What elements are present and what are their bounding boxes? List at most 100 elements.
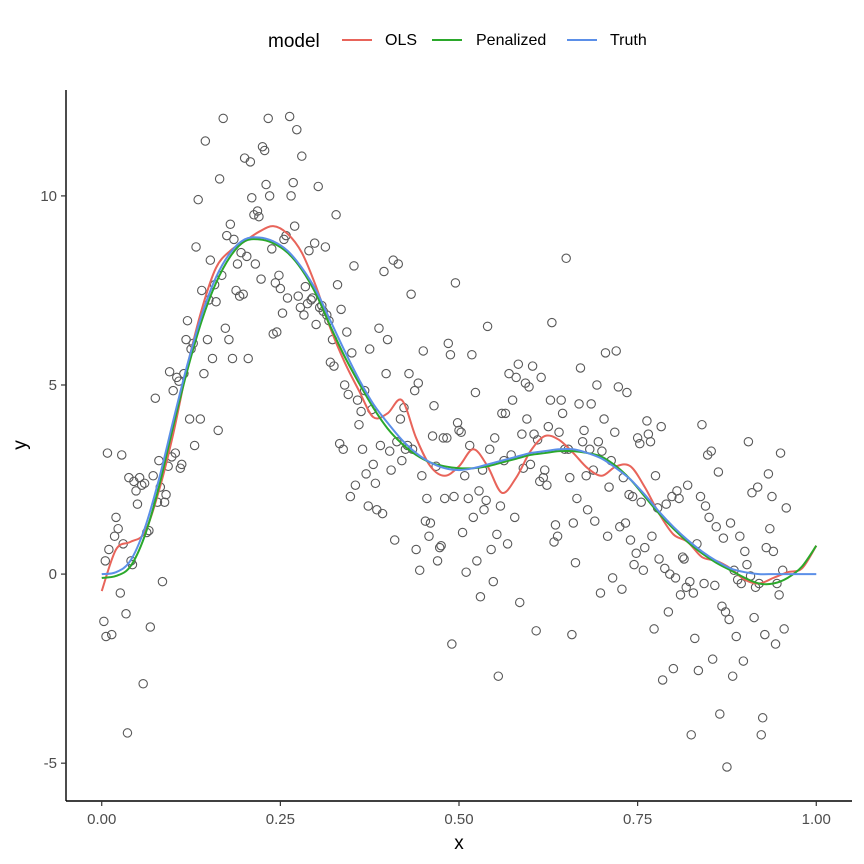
data-point xyxy=(417,471,427,481)
data-point xyxy=(222,230,232,241)
legend: model OLS Penalized Truth xyxy=(268,31,647,52)
data-point xyxy=(597,446,607,456)
data-point xyxy=(511,372,521,383)
data-point xyxy=(102,448,113,458)
data-point xyxy=(332,280,343,290)
data-point xyxy=(145,622,156,632)
data-point xyxy=(272,327,282,337)
data-point xyxy=(286,191,296,201)
data-point xyxy=(429,401,439,411)
data-point xyxy=(604,482,614,492)
data-point xyxy=(406,289,416,299)
data-point xyxy=(250,259,261,269)
x-tick-label: 0.25 xyxy=(266,811,295,828)
data-point xyxy=(489,433,500,443)
data-point xyxy=(697,419,707,430)
data-point xyxy=(113,523,123,534)
data-point xyxy=(205,255,216,265)
data-point xyxy=(767,491,777,502)
data-point xyxy=(470,387,481,398)
data-point xyxy=(238,289,248,299)
data-point xyxy=(774,590,784,600)
data-point xyxy=(674,493,684,504)
data-point xyxy=(404,368,414,379)
data-point xyxy=(590,516,600,526)
data-point xyxy=(752,482,763,492)
data-point xyxy=(577,436,588,447)
data-point xyxy=(199,368,209,379)
data-point xyxy=(482,321,493,332)
data-point xyxy=(722,762,732,772)
data-point xyxy=(552,531,563,542)
data-point xyxy=(264,191,275,201)
data-point xyxy=(536,372,546,383)
data-point xyxy=(267,244,277,254)
data-point xyxy=(514,597,525,608)
data-point xyxy=(645,436,656,447)
data-point xyxy=(527,361,538,371)
data-point xyxy=(245,157,256,167)
legend-label-truth: Truth xyxy=(610,32,647,49)
data-point xyxy=(481,495,491,506)
data-point xyxy=(539,465,550,475)
series-line-penalized xyxy=(101,238,818,586)
series-line-ols xyxy=(100,225,818,592)
data-point xyxy=(254,211,264,222)
data-point xyxy=(443,338,454,349)
data-point xyxy=(224,334,234,345)
data-point xyxy=(131,486,141,496)
data-point xyxy=(297,151,307,161)
data-point xyxy=(211,297,221,307)
data-point xyxy=(635,438,645,449)
data-point xyxy=(575,363,586,373)
data-point xyxy=(225,219,236,230)
data-point xyxy=(349,261,359,271)
data-point xyxy=(99,616,109,627)
data-point xyxy=(495,501,506,511)
data-point xyxy=(200,136,211,146)
data-point xyxy=(607,573,618,583)
data-point xyxy=(393,259,404,269)
data-point xyxy=(602,531,613,542)
data-point xyxy=(139,478,150,489)
data-point xyxy=(338,444,348,455)
data-point xyxy=(311,319,321,330)
data-point xyxy=(531,626,541,636)
data-point xyxy=(450,278,461,288)
data-point xyxy=(610,427,620,438)
data-point xyxy=(213,425,223,436)
data-point xyxy=(304,245,314,256)
data-point xyxy=(243,353,253,364)
data-point xyxy=(663,607,674,617)
data-point xyxy=(384,446,395,456)
data-point xyxy=(138,679,148,689)
data-point xyxy=(157,576,168,587)
data-point xyxy=(207,353,218,364)
data-point xyxy=(561,253,571,264)
data-point xyxy=(354,419,364,430)
data-point xyxy=(104,544,114,555)
data-point xyxy=(657,675,668,685)
data-point xyxy=(763,469,774,479)
data-point xyxy=(509,512,520,523)
legend-entry-penalized: Penalized xyxy=(432,32,546,49)
data-point xyxy=(154,455,164,466)
data-point xyxy=(525,459,536,470)
data-point xyxy=(389,535,400,545)
data-point xyxy=(449,491,459,502)
data-point xyxy=(193,194,203,205)
y-tick-label: -5 xyxy=(44,755,57,772)
data-point xyxy=(779,624,789,634)
data-point xyxy=(740,546,750,557)
data-point xyxy=(775,448,786,458)
data-point xyxy=(486,544,496,555)
x-tick-label: 0.75 xyxy=(623,811,652,828)
data-point xyxy=(538,472,549,483)
data-point xyxy=(292,124,302,135)
y-axis-title: y xyxy=(10,440,31,450)
data-point xyxy=(586,399,596,409)
data-point xyxy=(282,293,293,303)
data-point xyxy=(513,359,524,369)
x-tick-label: 0.50 xyxy=(444,811,473,828)
data-point xyxy=(682,480,693,490)
